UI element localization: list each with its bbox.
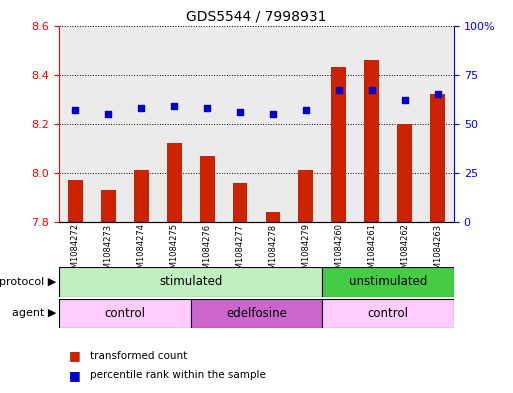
Text: protocol ▶: protocol ▶	[0, 277, 56, 287]
Point	[269, 111, 277, 117]
Text: agent ▶: agent ▶	[12, 309, 56, 318]
Bar	[59, 299, 191, 328]
Bar	[167, 143, 182, 222]
Text: percentile rank within the sample: percentile rank within the sample	[90, 370, 266, 380]
Point	[104, 111, 112, 117]
Bar	[421, 26, 454, 222]
Text: transformed count: transformed count	[90, 351, 187, 361]
Text: ■: ■	[69, 369, 81, 382]
Point	[203, 105, 211, 111]
Bar	[191, 26, 224, 222]
Bar	[331, 67, 346, 222]
Text: stimulated: stimulated	[159, 275, 222, 288]
Bar	[355, 26, 388, 222]
Bar	[157, 26, 191, 222]
Bar	[299, 171, 313, 222]
Bar	[266, 212, 281, 222]
Point	[334, 87, 343, 94]
Point	[170, 103, 179, 109]
Bar	[397, 124, 412, 222]
Bar	[134, 171, 149, 222]
Point	[401, 97, 409, 103]
Bar	[191, 299, 322, 328]
Text: ■: ■	[69, 349, 81, 362]
Bar	[92, 26, 125, 222]
Bar	[232, 183, 247, 222]
Text: edelfosine: edelfosine	[226, 307, 287, 320]
Text: control: control	[104, 307, 145, 320]
Bar	[430, 94, 445, 222]
Point	[236, 109, 244, 115]
Bar	[364, 60, 379, 222]
Bar	[322, 299, 454, 328]
Bar	[68, 180, 83, 222]
Text: control: control	[368, 307, 409, 320]
Bar	[125, 26, 157, 222]
Text: unstimulated: unstimulated	[349, 275, 427, 288]
Bar	[59, 26, 92, 222]
Bar	[388, 26, 421, 222]
Bar	[59, 267, 322, 297]
Point	[368, 87, 376, 94]
Bar	[289, 26, 322, 222]
Point	[71, 107, 80, 113]
Text: GDS5544 / 7998931: GDS5544 / 7998931	[186, 10, 327, 24]
Point	[137, 105, 145, 111]
Bar	[256, 26, 289, 222]
Bar	[322, 26, 355, 222]
Bar	[224, 26, 256, 222]
Bar	[101, 190, 116, 222]
Point	[302, 107, 310, 113]
Bar	[200, 156, 214, 222]
Point	[433, 91, 442, 97]
Bar	[322, 267, 454, 297]
